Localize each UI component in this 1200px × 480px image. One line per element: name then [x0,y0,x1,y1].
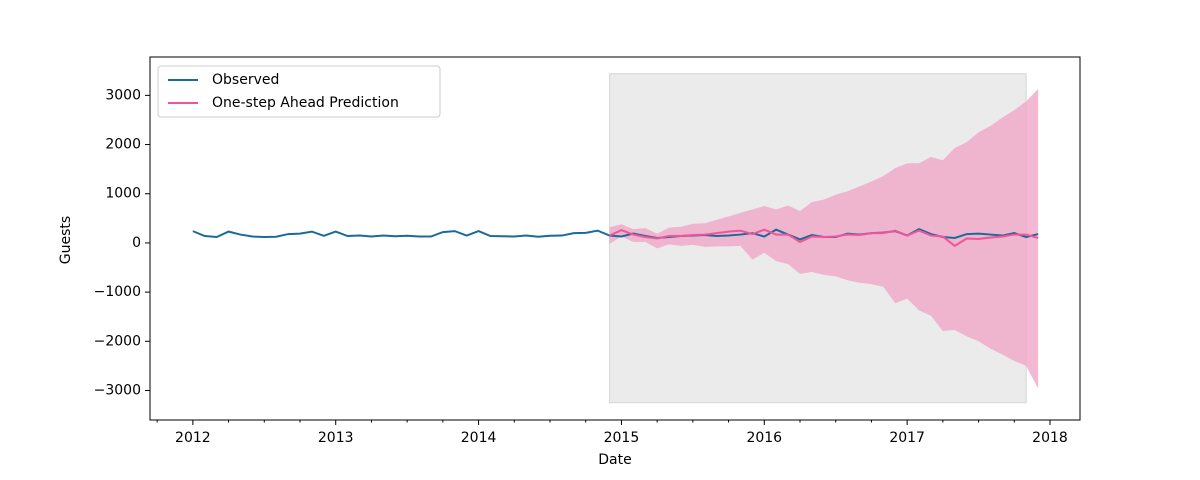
y-tick-label: −2000 [94,333,141,349]
x-tick-label: 2017 [889,430,925,446]
series-line [609,228,1039,248]
y-axis-label: Guests [58,216,74,264]
x-axis-label: Date [598,452,631,468]
legend-label: One-step Ahead Prediction [212,95,399,111]
y-tick-label: 2000 [105,137,141,153]
y-tick-label: −1000 [94,284,141,300]
plot-frame [149,56,1081,421]
y-tick-label: −3000 [94,382,141,398]
confidence-band [609,88,1039,389]
x-tick-label: 2018 [1032,430,1068,446]
x-tick-label: 2012 [175,430,211,446]
y-tick-label: 0 [132,235,141,251]
x-tick-label: 2014 [461,430,497,446]
x-tick-label: 2013 [318,430,354,446]
x-tick-label: 2016 [746,430,782,446]
y-tick-label: 3000 [105,87,141,103]
x-tick-label: 2015 [604,430,640,446]
legend-label: Observed [212,72,279,88]
legend-box [157,65,441,118]
y-tick-label: 1000 [105,186,141,202]
